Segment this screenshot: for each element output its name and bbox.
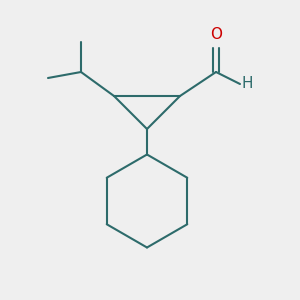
Text: H: H	[242, 76, 253, 92]
Text: O: O	[210, 27, 222, 42]
